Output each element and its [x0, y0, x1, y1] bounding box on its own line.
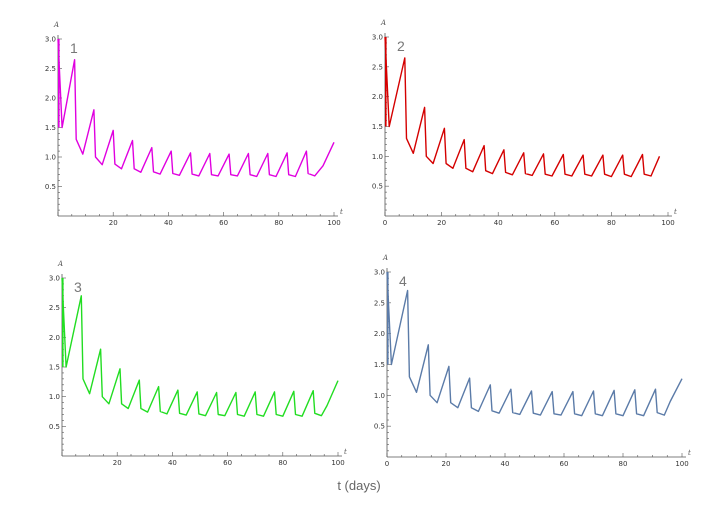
x-tick-label: 0 — [385, 460, 389, 468]
figure-x-axis-label: t (days) — [337, 478, 381, 493]
y-tick-label: 1.0 — [49, 393, 60, 401]
y-tick-label: 1.5 — [372, 123, 383, 131]
y-tick-label: 2.0 — [49, 334, 60, 342]
y-tick-label: 1.5 — [374, 361, 385, 369]
y-tick-label: 0.5 — [45, 183, 56, 191]
x-axis-name: t — [688, 449, 691, 457]
x-axis-name: t — [674, 208, 677, 216]
x-tick-label: 20 — [442, 460, 451, 468]
x-axis-name: t — [340, 208, 343, 216]
y-tick-label: 1.0 — [374, 392, 385, 400]
y-axis-name: A — [380, 19, 386, 27]
series-line — [61, 277, 339, 417]
x-tick-label: 60 — [223, 459, 232, 467]
x-tick-label: 80 — [607, 219, 616, 227]
y-tick-label: 2.0 — [45, 95, 56, 103]
y-tick-label: 3.0 — [372, 34, 383, 42]
y-tick-label: 0.5 — [374, 423, 385, 431]
y-axis-name: A — [53, 21, 59, 29]
x-tick-label: 80 — [274, 219, 283, 227]
x-tick-label: 60 — [560, 460, 569, 468]
series-line — [386, 271, 683, 417]
y-tick-label: 2.0 — [372, 93, 383, 101]
panel-3: 20 40 60 80 100 0.5 1.0 1.5 2.0 2.5 3.0 At 3 — [49, 260, 347, 467]
x-tick-label: 80 — [278, 459, 287, 467]
y-tick-label: 1.0 — [372, 153, 383, 161]
y-tick-label: 3.0 — [49, 275, 60, 283]
x-tick-label: 60 — [219, 219, 228, 227]
x-tick-label: 100 — [327, 219, 340, 227]
x-tick-label: 20 — [437, 219, 446, 227]
panel-1: 20 40 60 80 100 0.5 1.0 1.5 2.0 2.5 3.0 At 1 — [45, 21, 343, 227]
y-tick-label: 3.0 — [45, 36, 56, 44]
x-tick-label: 100 — [331, 459, 344, 467]
y-tick-label: 3.0 — [374, 269, 385, 277]
x-tick-label: 40 — [164, 219, 173, 227]
x-tick-label: 0 — [383, 219, 387, 227]
panel-label: 2 — [397, 38, 405, 54]
x-tick-label: 100 — [675, 460, 688, 468]
y-tick-label: 2.5 — [49, 304, 60, 312]
x-tick-label: 20 — [113, 459, 122, 467]
y-tick-label: 0.5 — [49, 423, 60, 431]
series-line — [384, 36, 661, 178]
panel-label: 3 — [74, 279, 82, 295]
x-tick-label: 40 — [168, 459, 177, 467]
y-tick-label: 1.5 — [45, 124, 56, 132]
panel-4: 0 20 40 60 80 100 0.5 1.0 1.5 2.0 2.5 3.0 At 4 — [374, 254, 691, 468]
y-axis-name: A — [382, 254, 388, 262]
panel-label: 4 — [399, 273, 407, 289]
x-tick-label: 60 — [550, 219, 559, 227]
panel-label: 1 — [70, 40, 78, 56]
y-tick-label: 2.5 — [45, 65, 56, 73]
x-tick-label: 40 — [494, 219, 503, 227]
x-tick-label: 40 — [501, 460, 510, 468]
x-axis-name: t — [344, 448, 347, 456]
y-tick-label: 2.5 — [374, 299, 385, 307]
y-tick-label: 2.0 — [374, 330, 385, 338]
y-tick-label: 1.0 — [45, 154, 56, 162]
x-tick-label: 20 — [109, 219, 118, 227]
series-line — [57, 38, 335, 178]
panel-2: 0 20 40 60 80 100 0.5 1.0 1.5 2.0 2.5 3.0 At 2 — [372, 19, 677, 227]
x-tick-label: 80 — [619, 460, 628, 468]
y-axis-name: A — [57, 260, 63, 268]
x-tick-label: 100 — [661, 219, 674, 227]
y-tick-label: 2.5 — [372, 63, 383, 71]
y-tick-label: 1.5 — [49, 364, 60, 372]
y-tick-label: 0.5 — [372, 183, 383, 191]
